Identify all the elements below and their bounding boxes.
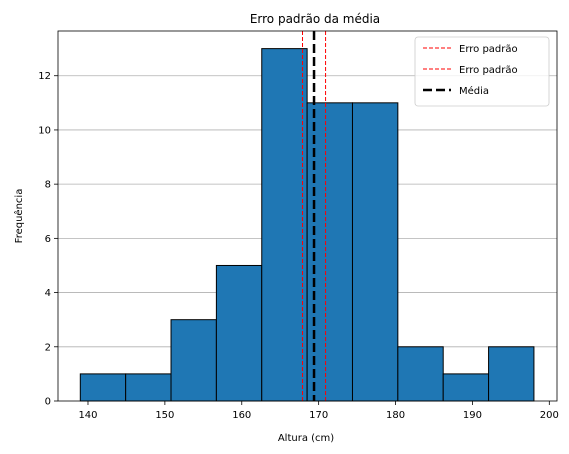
y-axis-label: Frequência [13, 189, 25, 244]
y-tick-label: 0 [45, 397, 51, 408]
x-tick-label: 140 [78, 410, 97, 421]
histogram-bar [125, 373, 172, 402]
legend-box [414, 36, 550, 107]
legend-label: Média [459, 85, 489, 97]
y-tick-label: 4 [45, 288, 51, 299]
histogram-bar [79, 373, 127, 402]
reference-lines [302, 31, 327, 401]
legend-label: Erro padrão [459, 65, 518, 76]
x-tick-label: 150 [155, 410, 174, 421]
legend-label: Erro padrão [459, 44, 518, 55]
histogram-bar [442, 373, 490, 402]
x-tick-label: 180 [386, 410, 405, 421]
chart-title: Erro padrão da média [250, 12, 380, 26]
histogram-bars [79, 48, 535, 402]
y-axis-ticks: 0 2 4 6 8 10 12 [38, 71, 58, 408]
y-tick-label: 2 [45, 342, 51, 353]
histogram-bar [261, 48, 308, 402]
plot-frame [57, 30, 558, 402]
histogram-bar [170, 319, 217, 402]
x-tick-label: 160 [232, 410, 251, 421]
y-tick-label: 8 [45, 180, 51, 191]
y-tick-label: 6 [45, 234, 51, 245]
legend: Erro padrão Erro padrão Média [414, 36, 550, 107]
x-tick-label: 200 [540, 410, 559, 421]
histogram-bar [215, 264, 263, 402]
y-tick-label: 10 [38, 125, 51, 136]
histogram-bar [488, 346, 535, 402]
histogram-bar [351, 102, 399, 402]
x-axis-ticks: 140 150 160 170 180 190 200 [78, 401, 559, 421]
y-tick-label: 12 [38, 71, 51, 82]
x-tick-label: 170 [309, 410, 328, 421]
x-axis-label: Altura (cm) [278, 433, 334, 444]
histogram-bar [397, 346, 444, 402]
x-tick-label: 190 [463, 410, 482, 421]
